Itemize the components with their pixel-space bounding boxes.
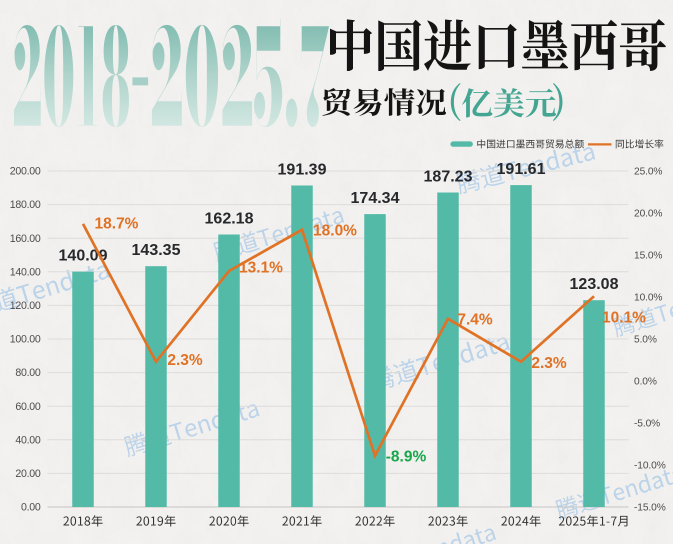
svg-text:120.00: 120.00	[10, 300, 41, 312]
svg-text:-5.0%: -5.0%	[634, 419, 660, 430]
svg-text:13.1%: 13.1%	[239, 260, 283, 277]
svg-text:15.0%: 15.0%	[634, 251, 662, 262]
svg-text:162.18: 162.18	[205, 211, 254, 228]
svg-text:80.00: 80.00	[15, 367, 40, 379]
svg-text:20.00: 20.00	[15, 468, 40, 480]
svg-text:180.00: 180.00	[10, 199, 41, 211]
svg-text:140.00: 140.00	[10, 266, 41, 278]
svg-text:7.4%: 7.4%	[457, 311, 493, 328]
svg-text:60.00: 60.00	[15, 401, 40, 413]
svg-text:10.0%: 10.0%	[634, 293, 662, 304]
svg-text:18.0%: 18.0%	[313, 222, 357, 239]
svg-text:123.08: 123.08	[570, 276, 619, 293]
svg-text:-8.9%: -8.9%	[386, 448, 427, 465]
svg-text:20.0%: 20.0%	[634, 209, 662, 220]
svg-text:187.23: 187.23	[424, 169, 473, 186]
svg-text:200.00: 200.00	[10, 166, 41, 178]
svg-text:-15.0%: -15.0%	[634, 503, 666, 514]
svg-text:160.00: 160.00	[10, 233, 41, 245]
svg-text:5.0%: 5.0%	[634, 335, 657, 346]
svg-text:18.7%: 18.7%	[95, 215, 139, 232]
svg-text:143.35: 143.35	[132, 242, 181, 259]
svg-text:191.61: 191.61	[497, 161, 546, 178]
svg-text:2.3%: 2.3%	[167, 352, 203, 369]
svg-text:0.00: 0.00	[21, 502, 41, 514]
svg-text:10.1%: 10.1%	[602, 310, 646, 327]
svg-text:2.3%: 2.3%	[531, 355, 567, 372]
svg-text:191.39: 191.39	[278, 162, 327, 179]
svg-text:-10.0%: -10.0%	[634, 461, 666, 472]
svg-text:174.34: 174.34	[351, 190, 400, 207]
svg-text:100.00: 100.00	[10, 334, 41, 346]
svg-text:40.00: 40.00	[15, 434, 40, 446]
svg-text:25.0%: 25.0%	[634, 167, 662, 178]
svg-text:140.09: 140.09	[59, 248, 108, 265]
svg-text:0.0%: 0.0%	[634, 377, 657, 388]
